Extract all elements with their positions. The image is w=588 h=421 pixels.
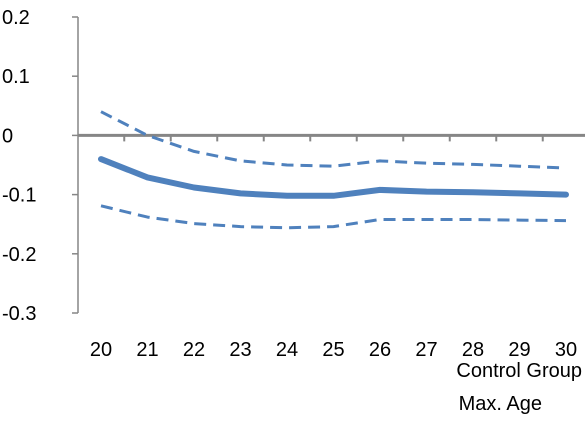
x-tick-label: 20 xyxy=(90,339,112,361)
y-tick-labels: 0.2 0.1 0 -0.1 -0.2 -0.3 xyxy=(2,7,36,325)
series-group xyxy=(98,110,569,230)
y-tick-label: 0.2 xyxy=(2,7,30,29)
x-tick-label: 30 xyxy=(555,339,577,361)
x-tick-label: 24 xyxy=(276,339,298,361)
y-tick-label: -0.1 xyxy=(2,185,36,207)
y-tick-label: 0 xyxy=(2,125,13,147)
y-tick-label: -0.3 xyxy=(2,303,36,325)
x-tick-label: 27 xyxy=(415,339,437,361)
series-line-estimate xyxy=(98,156,569,199)
x-tick-label: 26 xyxy=(369,339,391,361)
x-tick-label: 29 xyxy=(508,339,530,361)
x-tick-label: 23 xyxy=(229,339,251,361)
x-axis-title-line-2: Max. Age xyxy=(459,393,542,415)
x-ticks xyxy=(123,135,544,142)
x-tick-label: 25 xyxy=(322,339,344,361)
x-tick-label: 21 xyxy=(136,339,158,361)
x-axis-title-line-1: Control Group xyxy=(456,360,582,382)
series-line-lower-bound xyxy=(100,204,567,230)
y-tick-label: -0.2 xyxy=(2,244,36,266)
x-tick-label: 28 xyxy=(462,339,484,361)
y-tick-label: 0.1 xyxy=(2,66,30,88)
y-ticks xyxy=(72,16,78,314)
series-line-upper-bound xyxy=(100,110,567,170)
x-tick-label: 22 xyxy=(183,339,205,361)
x-tick-labels: 20 21 22 23 24 25 26 27 28 29 30 xyxy=(90,339,577,361)
